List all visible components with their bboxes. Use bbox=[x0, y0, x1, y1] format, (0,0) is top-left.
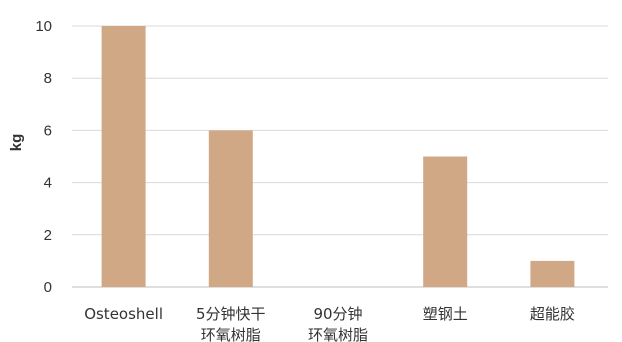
y-tick-label: 10 bbox=[35, 18, 52, 35]
x-category-label: 塑钢土 bbox=[423, 305, 468, 323]
bar bbox=[423, 156, 468, 287]
bar bbox=[101, 26, 146, 287]
grid-lines bbox=[72, 25, 608, 288]
y-tick-label: 6 bbox=[44, 122, 52, 139]
bar bbox=[530, 260, 575, 287]
bars bbox=[101, 26, 575, 287]
y-tick-label: 2 bbox=[44, 227, 52, 244]
x-category-label: Osteoshell bbox=[84, 305, 163, 323]
x-category-label: 90分钟环氧树脂 bbox=[308, 305, 368, 342]
y-axis-ticks: 0 2 4 6 8 10 bbox=[35, 18, 52, 296]
x-category-label: 超能胶 bbox=[530, 305, 575, 323]
x-category-label: 5分钟快干环氧树脂 bbox=[196, 305, 266, 342]
bar bbox=[208, 130, 253, 287]
y-tick-label: 0 bbox=[44, 279, 52, 296]
x-axis-categories: Osteoshell 5分钟快干环氧树脂 90分钟环氧树脂 塑钢土 超能胶 bbox=[84, 305, 575, 342]
y-axis-label: kg bbox=[8, 134, 25, 152]
y-tick-label: 8 bbox=[44, 70, 52, 87]
y-tick-label: 4 bbox=[44, 175, 52, 192]
